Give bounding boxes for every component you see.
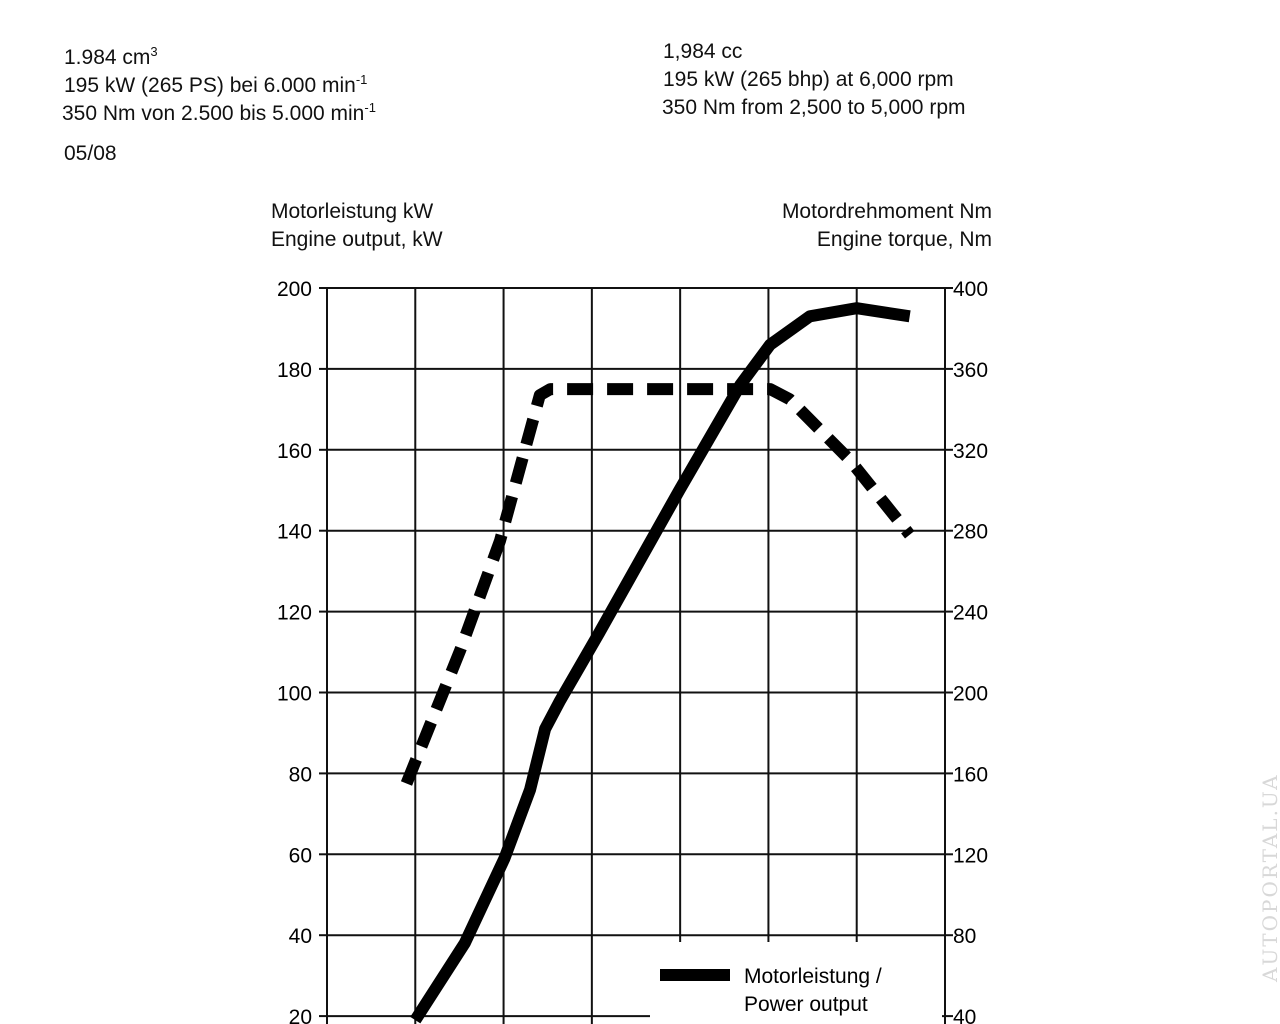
legend-box — [650, 944, 942, 1024]
y-left-tick-label: 80 — [289, 763, 312, 786]
power-line — [410, 302, 911, 1024]
y-left-tick-label: 60 — [289, 844, 312, 867]
y-right-tick-label: 200 — [953, 683, 988, 706]
y-left-tick-label: 180 — [277, 359, 312, 382]
y-left-tick-label: 140 — [277, 521, 312, 544]
y-left-tick-label: 200 — [277, 278, 312, 301]
y-left-tick-label: 40 — [289, 925, 312, 948]
y-right-label-de: Motordrehmoment Nm — [781, 200, 992, 223]
y-right-tick-label: 240 — [953, 602, 988, 625]
spec-displacement-en: 1,984 cc — [663, 40, 743, 63]
y-right-tick-label: 80 — [953, 925, 976, 948]
legend-label-en: Power output — [744, 993, 868, 1016]
y-left-label-de: Motorleistung kW — [271, 200, 434, 223]
y-left-tick-label: 160 — [277, 440, 312, 463]
y-left-tick-label: 120 — [277, 602, 312, 625]
watermark: AUTOPORTAL.UA — [1258, 773, 1280, 982]
y-right-tick-label: 160 — [953, 763, 988, 786]
y-right-tick-label: 120 — [953, 844, 988, 867]
spec-torque-de: 350 Nm von 2.500 bis 5.000 min-1 — [62, 100, 376, 125]
legend-label-de: Motorleistung / — [744, 965, 882, 988]
y-right-tick-label: 360 — [953, 359, 988, 382]
y-left-tick-label: 20 — [289, 1006, 312, 1024]
y-left-tick-label: 100 — [277, 683, 312, 706]
y-right-tick-label: 320 — [953, 440, 988, 463]
y-right-tick-label: 40 — [953, 1006, 976, 1024]
y-right-label-en: Engine torque, Nm — [816, 228, 992, 251]
torque-line — [400, 383, 915, 786]
y-right-tick-label: 400 — [953, 278, 988, 301]
y-left-label-en: Engine output, kW — [271, 228, 443, 251]
y-right-tick-label: 280 — [953, 521, 988, 544]
spec-date: 05/08 — [64, 142, 117, 165]
spec-power-de: 195 kW (265 PS) bei 6.000 min-1 — [64, 72, 368, 97]
spec-displacement-de: 1.984 cm3 — [64, 44, 158, 69]
spec-torque-en: 350 Nm from 2,500 to 5,000 rpm — [662, 96, 966, 119]
spec-power-en: 195 kW (265 bhp) at 6,000 rpm — [663, 68, 954, 91]
